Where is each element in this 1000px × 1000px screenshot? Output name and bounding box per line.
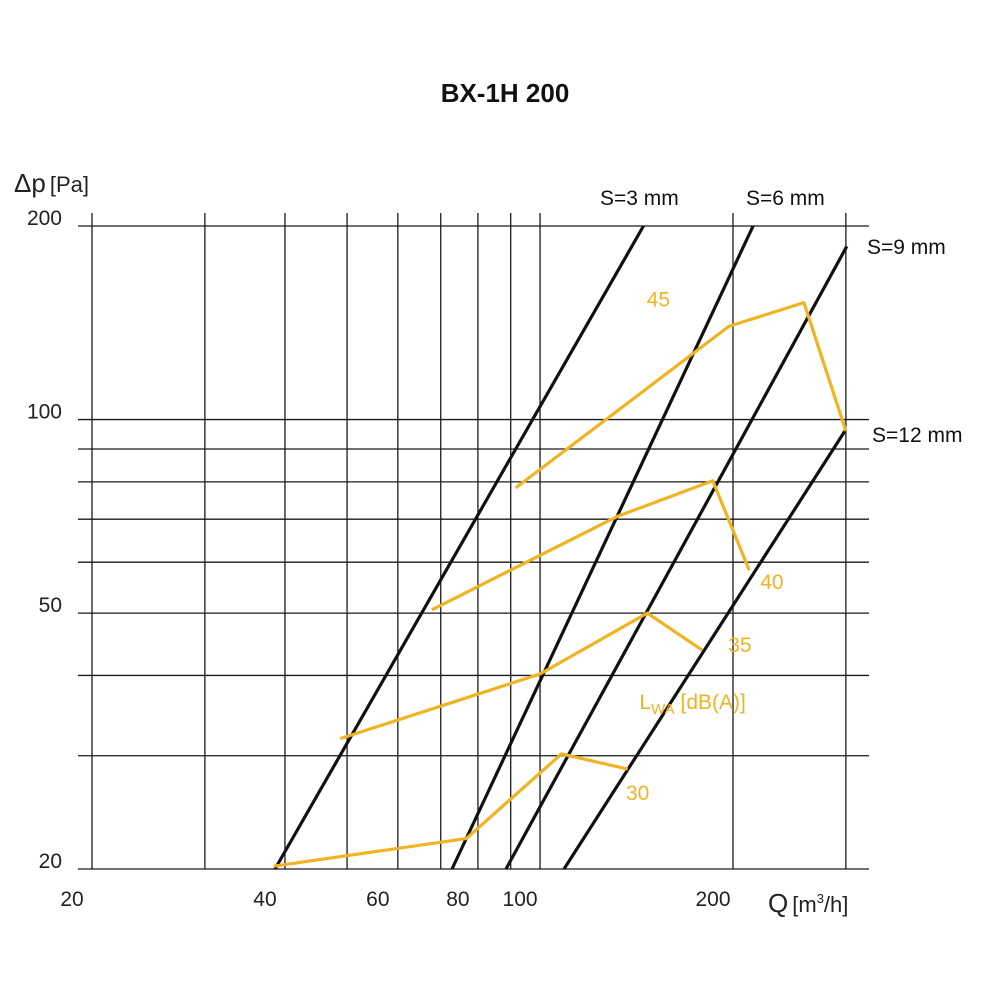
series-label-s1: S=3 mm	[600, 187, 679, 210]
x-tick-label: 80	[446, 888, 469, 911]
series-line-s4	[562, 430, 847, 870]
sound-unit-sub: WA	[651, 701, 675, 718]
x-axis-symbol: Q	[768, 888, 788, 918]
series-label-s2: S=6 mm	[746, 187, 825, 210]
y-axis-symbol: Δp	[14, 168, 46, 198]
x-tick-label: 200	[695, 888, 730, 911]
sound-unit-label: LWA [dB(A)]	[639, 691, 745, 718]
x-tick-label: 60	[366, 888, 389, 911]
chart-title: BX-1H 200	[441, 78, 570, 108]
x-tick-label: 100	[503, 888, 538, 911]
x-axis-unit-pre: [m	[792, 892, 816, 917]
sound-label-30: 30	[626, 782, 649, 805]
series-line-s1	[273, 225, 645, 870]
y-tick-label: 20	[39, 850, 62, 873]
x-tick-label: 20	[60, 888, 83, 911]
y-tick-label: 50	[39, 594, 62, 617]
sound-label-35: 35	[728, 634, 751, 657]
sound-line-40	[431, 479, 751, 612]
y-tick-label: 200	[27, 207, 62, 230]
series-label-s4: S=12 mm	[872, 424, 962, 447]
x-tick-label: 40	[253, 888, 276, 911]
series-label-s3: S=9 mm	[867, 236, 946, 259]
y-axis-label: Δp [Pa]	[14, 168, 89, 198]
sound-label-40: 40	[760, 571, 783, 594]
sound-unit-main: L	[639, 691, 651, 714]
x-axis-label: Q [m3/h]	[768, 888, 848, 918]
series-line-s2	[450, 225, 755, 870]
x-axis-unit-post: /h]	[824, 892, 848, 917]
x-axis-unit-sup: 3	[817, 891, 824, 906]
y-axis-unit: [Pa]	[50, 172, 89, 197]
tick-labels: 20 40 60 80 100 200 20 50 100 200	[27, 207, 731, 911]
y-tick-label: 100	[27, 401, 62, 424]
sound-line-35	[339, 611, 703, 741]
sound-level-lines	[273, 301, 848, 868]
series-line-s3	[504, 245, 849, 870]
sound-line-30	[273, 752, 629, 868]
sound-label-45: 45	[647, 288, 670, 311]
characteristic-lines	[273, 225, 849, 870]
sound-unit-rest: [dB(A)]	[675, 691, 746, 714]
series-labels: S=3 mm S=6 mm S=9 mm S=12 mm 45 40 35 30 LWA [dB…	[600, 187, 962, 805]
sound-line-45	[514, 301, 848, 490]
grid	[78, 213, 869, 870]
